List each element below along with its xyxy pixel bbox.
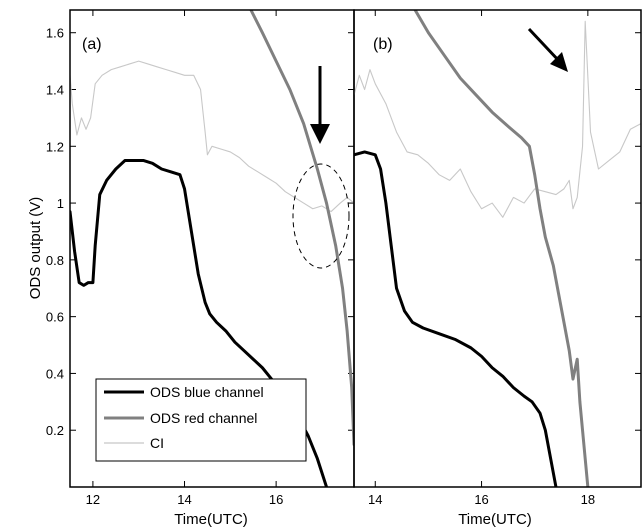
series-ci-a xyxy=(70,60,354,213)
panel-b-annotations xyxy=(527,27,568,72)
panel-a: 12 14 16 0.2 0.4 0.6 0.8 1 1.2 1.4 1.6 (a) ODS blu… xyxy=(46,9,355,507)
x-tick-label-a-1: 14 xyxy=(177,492,191,507)
x-tick-label-a-0: 12 xyxy=(86,492,100,507)
x-tick-label-b-0: 14 xyxy=(368,492,382,507)
legend-label-blue: ODS blue channel xyxy=(150,384,264,400)
panel-b-label: (b) xyxy=(373,36,393,53)
y-tick-label-2: 0.6 xyxy=(46,310,64,325)
panel-b: 14 16 18 (b) xyxy=(353,9,642,507)
panel-a-annotations xyxy=(292,66,350,269)
x-axis-label-a: Time(UTC) xyxy=(174,511,248,528)
arrow-b-shaft xyxy=(527,27,562,64)
legend-label-red: ODS red channel xyxy=(150,410,257,426)
x-tick-label-a-2: 16 xyxy=(269,492,283,507)
y-tick-label-4: 1 xyxy=(57,196,64,211)
series-ods-red-channel-a xyxy=(249,10,354,446)
series-ods-red-channel-b xyxy=(413,10,590,487)
y-tick-label-5: 1.2 xyxy=(46,139,64,154)
legend-label-ci: CI xyxy=(150,435,164,451)
arrow-b-head xyxy=(550,52,568,72)
series-ods-blue-channel-b xyxy=(354,150,558,487)
arrow-a-head xyxy=(310,124,330,144)
y-tick-label-7: 1.6 xyxy=(46,26,64,41)
y-tick-label-3: 0.8 xyxy=(46,253,64,268)
panel-b-series xyxy=(354,10,641,487)
y-axis-label: ODS output (V) xyxy=(27,197,44,300)
dashed-ellipse xyxy=(292,163,350,269)
series-ci-b xyxy=(354,20,641,218)
x-axis-label-b: Time(UTC) xyxy=(458,511,532,528)
y-tick-label-6: 1.4 xyxy=(46,83,64,98)
x-tick-label-b-2: 18 xyxy=(581,492,595,507)
panel-a-ticks: 12 14 16 0.2 0.4 0.6 0.8 1 1.2 1.4 1.6 xyxy=(46,10,354,507)
panel-b-frame xyxy=(353,9,642,488)
legend: ODS blue channel ODS red channel CI xyxy=(95,378,307,462)
y-tick-label-0: 0.2 xyxy=(46,423,64,438)
x-tick-label-b-1: 16 xyxy=(474,492,488,507)
y-tick-label-1: 0.4 xyxy=(46,366,64,381)
panel-a-label: (a) xyxy=(82,36,102,53)
panel-b-ticks: 14 16 18 xyxy=(368,10,641,507)
